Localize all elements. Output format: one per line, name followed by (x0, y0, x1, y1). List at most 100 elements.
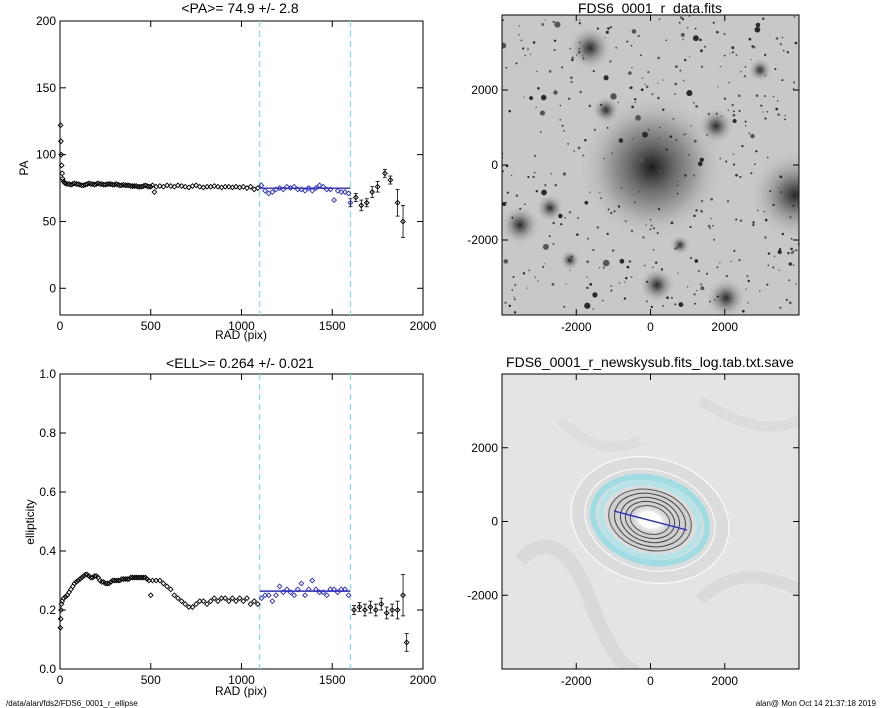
data-point (342, 189, 348, 195)
data-point (309, 577, 316, 584)
data-point (58, 601, 65, 608)
data-point (400, 218, 406, 225)
data-point (291, 183, 298, 190)
x-tick-label: 1500 (319, 673, 346, 687)
data-point (164, 583, 171, 590)
data-point (372, 607, 379, 613)
data-point (374, 183, 381, 190)
data-point (394, 607, 401, 613)
data-point (59, 170, 66, 177)
y-tick-label: 2000 (471, 83, 498, 97)
data-point (361, 607, 368, 613)
data-point (356, 604, 363, 610)
data-point (91, 573, 98, 580)
data-point (96, 181, 103, 187)
data-point (247, 183, 254, 190)
data-point (59, 175, 66, 182)
data-point (182, 183, 189, 190)
data-point (233, 183, 239, 190)
data-point (82, 571, 89, 578)
data-point (77, 576, 83, 582)
data-point (345, 592, 352, 599)
data-point (236, 595, 243, 602)
data-point (389, 607, 396, 613)
data-point (58, 151, 65, 158)
data-point (60, 595, 67, 602)
x-tick-label: 1000 (228, 319, 255, 333)
data-point (305, 185, 312, 191)
data-point (64, 181, 71, 187)
pa-data-points (57, 122, 406, 238)
ellipse-image (502, 374, 799, 669)
ellipse-image-title: FDS6_0001_r_newskysub.fits_log.tab.txt.s… (506, 354, 794, 370)
x-tick-label: 2000 (711, 320, 738, 334)
data-point (400, 592, 406, 599)
y-tick-label: 0 (491, 515, 498, 529)
data-point (363, 199, 370, 206)
data-point (211, 595, 218, 602)
data-point (57, 138, 64, 145)
data-point (75, 577, 82, 584)
data-point (229, 595, 236, 602)
data-point (345, 190, 352, 197)
data-point (276, 185, 283, 191)
data-point (394, 199, 401, 206)
ellipse-image-panel: FDS6_0001_r_newskysub.fits_log.tab.txt.s… (467, 354, 800, 688)
data-point (140, 574, 147, 581)
x-tick-label: 0 (57, 319, 64, 333)
ellipse-image-axes: -2000 0 2000 -2000 0 2000 (467, 374, 799, 688)
data-point (309, 187, 316, 194)
pa-title: <PA>= 74.9 +/- 2.8 (181, 0, 298, 16)
x-tick-label: 0 (57, 673, 64, 687)
y-tick-label: 0.8 (39, 426, 56, 440)
data-point (147, 592, 154, 599)
data-point (211, 183, 218, 189)
pa-x-axis: 0 500 1000 1500 2000 (57, 21, 437, 333)
ell-fit-range-lines (259, 374, 351, 669)
x-tick-label: 500 (141, 319, 161, 333)
data-image-axes: -2000 0 2000 -2000 0 2000 (467, 15, 799, 334)
ell-panel: <ELL>= 0.264 +/- 0.021 0.0 0.2 0.4 0.6 0.8 1.… (23, 355, 437, 698)
data-point (214, 598, 221, 605)
data-point (233, 598, 239, 605)
y-tick-label: 1.0 (39, 367, 56, 381)
data-point (167, 586, 174, 593)
y-tick-label: 150 (36, 81, 56, 95)
data-point (151, 189, 158, 195)
ell-title: <ELL>= 0.264 +/- 0.021 (166, 355, 314, 371)
data-point (57, 615, 64, 622)
data-point (67, 586, 74, 593)
data-point (312, 185, 319, 191)
data-point (164, 182, 171, 189)
data-point (351, 607, 357, 613)
ell-y-label: ellipticity (23, 499, 37, 544)
x-tick-label: 500 (141, 673, 161, 687)
data-point (334, 187, 341, 194)
y-tick-label: 2000 (471, 441, 498, 455)
y-tick-label: 0.6 (39, 485, 56, 499)
data-point (178, 598, 185, 605)
data-point (265, 592, 272, 599)
x-tick-label: 2000 (410, 319, 437, 333)
data-point (58, 607, 65, 613)
pa-y-label: PA (17, 160, 31, 175)
y-tick-label: 0.2 (39, 603, 56, 617)
data-point (193, 182, 200, 189)
data-point (189, 604, 196, 610)
data-point (381, 170, 388, 177)
data-point (283, 183, 290, 190)
y-tick-label: -2000 (467, 233, 498, 247)
data-point (269, 598, 276, 605)
y-tick-label: -2000 (467, 588, 498, 602)
data-point (352, 194, 359, 201)
data-point (98, 579, 105, 585)
data-point (291, 592, 298, 599)
data-point (225, 598, 232, 605)
data-point (320, 183, 327, 190)
x-tick-label: 0 (647, 674, 654, 688)
data-point (302, 187, 308, 194)
data-point (57, 624, 64, 631)
x-tick-label: 0 (647, 320, 654, 334)
data-point (160, 580, 167, 587)
